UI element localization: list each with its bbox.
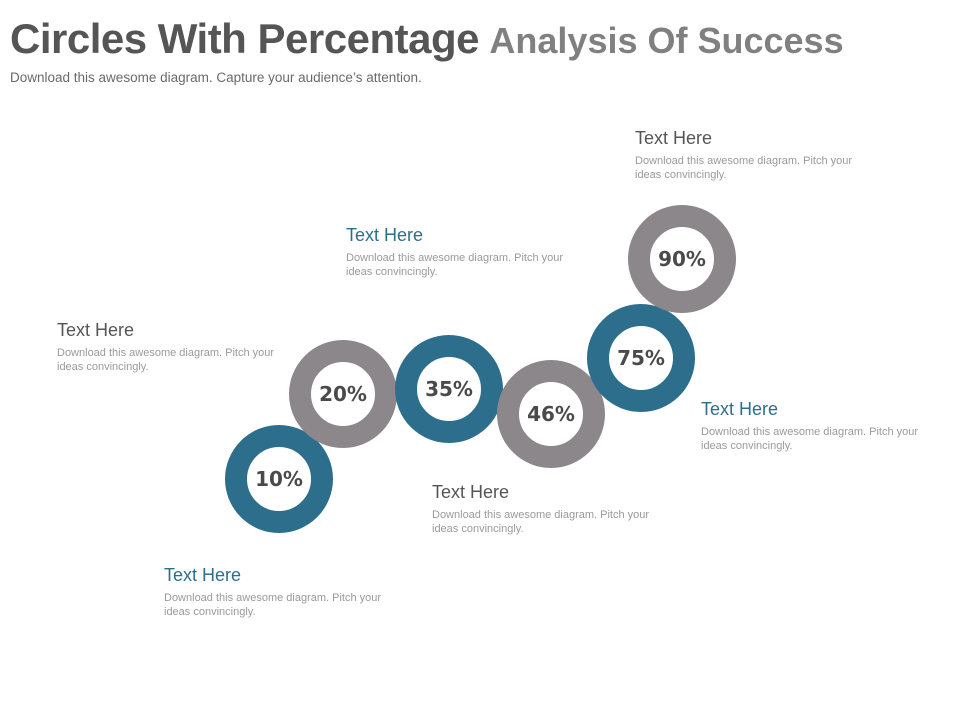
percentage-label: 75% bbox=[617, 346, 665, 370]
callout-90: Text Here Download this awesome diagram.… bbox=[635, 128, 860, 182]
callout-heading: Text Here bbox=[635, 128, 713, 148]
page-subtitle: Download this awesome diagram. Capture y… bbox=[10, 70, 422, 85]
callout-heading: Text Here bbox=[346, 225, 424, 245]
percentage-circle-75: 75% bbox=[587, 304, 695, 412]
percentage-circle-46: 46% bbox=[497, 360, 605, 468]
callout-body: Download this awesome diagram. Pitch you… bbox=[57, 346, 275, 373]
percentage-circle-90: 90% bbox=[628, 205, 736, 313]
title-main: Circles With Percentage bbox=[10, 15, 479, 62]
callout-heading: Text Here bbox=[432, 482, 510, 502]
callout-heading: Text Here bbox=[57, 320, 135, 340]
percentage-label: 10% bbox=[255, 467, 303, 491]
callout-10: Text Here Download this awesome diagram.… bbox=[164, 565, 389, 619]
percentage-circle-20: 20% bbox=[289, 340, 397, 448]
callout-35: Text Here Download this awesome diagram.… bbox=[346, 225, 571, 279]
percentage-label: 90% bbox=[658, 247, 706, 271]
callout-body: Download this awesome diagram. Pitch you… bbox=[346, 251, 564, 278]
callout-heading: Text Here bbox=[164, 565, 242, 585]
percentage-label: 20% bbox=[319, 382, 367, 406]
title-rest: Analysis Of Success bbox=[489, 20, 844, 61]
callout-body: Download this awesome diagram. Pitch you… bbox=[432, 508, 650, 535]
percentage-label: 35% bbox=[425, 377, 473, 401]
percentage-label: 46% bbox=[527, 402, 575, 426]
callout-20: Text Here Download this awesome diagram.… bbox=[57, 320, 282, 374]
callout-body: Download this awesome diagram. Pitch you… bbox=[701, 425, 919, 452]
callout-75: Text Here Download this awesome diagram.… bbox=[701, 399, 926, 453]
percentage-circle-35: 35% bbox=[395, 335, 503, 443]
callout-heading: Text Here bbox=[701, 399, 779, 419]
callout-body: Download this awesome diagram. Pitch you… bbox=[164, 591, 382, 618]
callout-46: Text Here Download this awesome diagram.… bbox=[432, 482, 657, 536]
page-title: Circles With Percentage Analysis Of Succ… bbox=[10, 18, 844, 60]
callout-body: Download this awesome diagram. Pitch you… bbox=[635, 154, 853, 181]
